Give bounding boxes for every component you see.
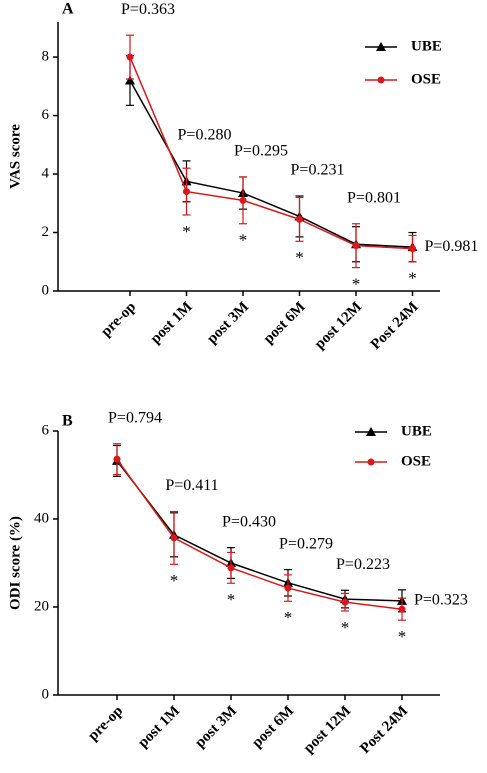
x-tick-label: pre-op	[85, 703, 126, 744]
p-value-label: P=0.363	[121, 1, 175, 18]
significance-mark: *	[284, 608, 293, 627]
y-tick-label: 6	[42, 107, 50, 123]
significance-mark: *	[182, 222, 191, 241]
y-tick-label: 0	[42, 686, 50, 702]
marker	[227, 564, 235, 572]
y-tick-label: 40	[34, 510, 49, 526]
legend-label: UBE	[411, 38, 442, 54]
x-tick-label: post 3M	[204, 299, 252, 347]
p-value-label: P=0.323	[414, 592, 468, 609]
x-tick-label: post 1M	[135, 703, 183, 751]
p-value-label: P=0.411	[165, 477, 218, 494]
series-line	[116, 458, 403, 610]
significance-mark: *	[408, 269, 417, 288]
y-tick-label: 2	[42, 224, 50, 240]
y-tick-label: 6	[42, 422, 50, 438]
y-tick-label: 20	[34, 598, 49, 614]
x-tick-label: Post 24M	[357, 703, 411, 757]
x-tick-label: post 1M	[148, 299, 196, 347]
series-line	[129, 80, 413, 248]
legend-label: OSE	[401, 453, 431, 469]
marker	[341, 598, 349, 606]
x-tick-label: post 12M	[301, 703, 354, 756]
marker	[183, 188, 190, 196]
significance-mark: *	[352, 275, 361, 294]
marker	[113, 455, 121, 463]
x-tick-label: post 6M	[261, 299, 309, 347]
marker	[296, 215, 303, 223]
marker	[125, 75, 135, 85]
p-value-label: P=0.231	[291, 162, 345, 179]
p-value-label: P=0.981	[425, 238, 479, 255]
marker	[367, 458, 375, 466]
y-tick-label: 0	[42, 282, 50, 298]
legend-label: OSE	[411, 71, 441, 87]
p-value-label: P=0.280	[178, 127, 232, 144]
p-value-label: P=0.794	[108, 409, 162, 426]
p-value-label: P=0.279	[279, 535, 333, 552]
p-value-label: P=0.223	[336, 556, 390, 573]
series-line	[129, 56, 413, 250]
marker	[170, 534, 178, 542]
marker	[366, 427, 376, 436]
panel-label: A	[62, 1, 74, 18]
x-tick-label: post 12M	[312, 299, 365, 352]
y-tick-label: 8	[42, 49, 50, 65]
x-tick-label: post 6M	[249, 703, 297, 751]
marker	[239, 196, 247, 204]
significance-mark: *	[341, 618, 350, 637]
marker	[352, 242, 360, 250]
p-value-label: P=0.430	[222, 513, 276, 530]
significance-mark: *	[227, 590, 236, 609]
marker	[409, 245, 416, 253]
x-tick-label: Post 24M	[368, 299, 422, 353]
series-line	[116, 460, 403, 602]
p-value-label: P=0.801	[347, 189, 401, 206]
marker	[398, 605, 406, 613]
panel-label: B	[62, 413, 73, 430]
legend-label: UBE	[401, 423, 432, 439]
marker	[376, 42, 386, 51]
marker	[377, 76, 385, 84]
y-axis-label: VAS score	[7, 124, 23, 189]
x-tick-label: pre-op	[98, 299, 139, 340]
marker	[284, 584, 292, 592]
x-tick-label: post 3M	[192, 703, 240, 751]
y-tick-label: 4	[42, 165, 50, 181]
significance-mark: *	[170, 571, 179, 590]
y-axis-label: ODI score (%)	[7, 516, 23, 610]
p-value-label: P=0.295	[234, 143, 288, 160]
significance-mark: *	[398, 627, 407, 646]
marker	[126, 53, 134, 61]
significance-mark: *	[239, 231, 248, 250]
significance-mark: *	[295, 248, 304, 267]
